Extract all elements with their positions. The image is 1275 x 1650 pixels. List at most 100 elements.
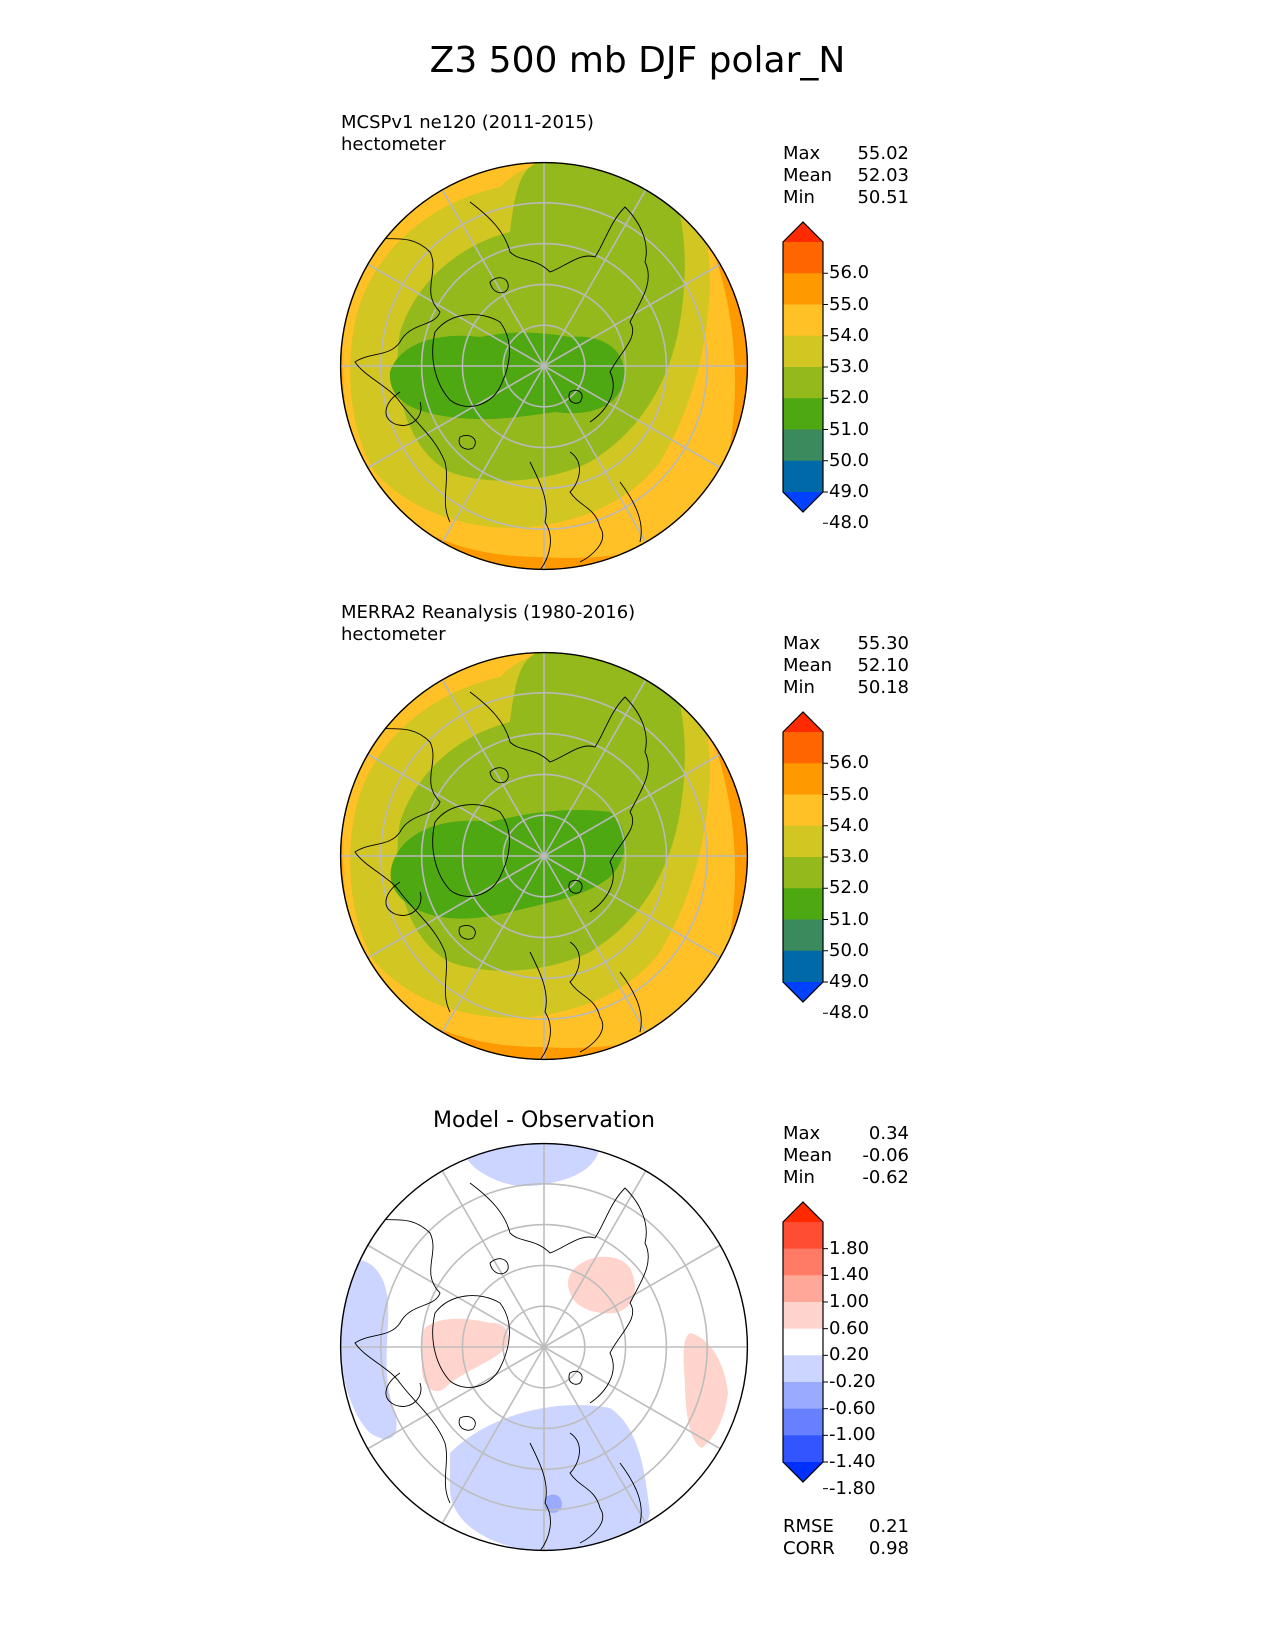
colorbar-segment: [783, 304, 823, 337]
meridian-line: [543, 365, 647, 544]
stat-value: 50.51: [857, 187, 909, 208]
coastline: [354, 236, 451, 523]
colorbar-segment: [783, 242, 823, 274]
coastline: [458, 1416, 476, 1431]
stat-value: 50.18: [857, 677, 909, 698]
stat-label: Max: [783, 143, 821, 164]
colorbar-segment: [783, 888, 823, 920]
stat-value: 55.02: [857, 143, 909, 164]
colorbar-tick-label: 50.0: [829, 449, 870, 471]
meridian-line: [441, 678, 545, 857]
coastline: [489, 767, 509, 784]
coastline: [489, 277, 509, 294]
panel-2-map: [339, 651, 749, 1061]
colorbar-segment: [783, 1408, 823, 1436]
stat-value: -0.06: [862, 1145, 909, 1166]
coastline: [568, 879, 583, 894]
coastline: [568, 389, 583, 404]
colorbar-tick-label: 1.80: [829, 1237, 870, 1259]
panel-3-stat-max: Max 0.34: [783, 1123, 909, 1145]
colorbar-segment: [783, 398, 823, 430]
coastline: [489, 1258, 509, 1275]
panel-1-colorbar: [782, 221, 828, 524]
panel-3-metric-rmse: RMSE 0.21: [783, 1516, 909, 1538]
coastline: [529, 451, 603, 570]
meridian-line: [543, 365, 722, 469]
coastline: [458, 435, 476, 450]
colorbar-segment: [783, 1435, 823, 1463]
stat-label: Min: [783, 1167, 815, 1188]
panel-1-stat-min: Min 50.51: [783, 187, 909, 209]
coastline: [432, 1295, 510, 1388]
coastline: [529, 1432, 603, 1551]
coastline: [529, 941, 603, 1060]
coastline: [354, 726, 451, 1013]
coastlines: [354, 1182, 649, 1551]
coastline: [469, 691, 649, 913]
stat-value: 55.30: [857, 633, 909, 654]
colorbar-extend-min: [783, 492, 823, 512]
colorbar-segment: [783, 1382, 823, 1410]
coastlines: [354, 201, 649, 570]
contour-band: [340, 1259, 397, 1439]
coastline: [469, 1182, 649, 1404]
contour-band: [460, 1143, 600, 1187]
meridian-line: [441, 1169, 545, 1348]
panel-3-title: Model - Observation: [433, 1108, 655, 1133]
colorbar-segment: [783, 335, 823, 368]
stat-value: 0.34: [868, 1123, 909, 1144]
meridian-line: [441, 365, 545, 544]
map-boundary: [339, 161, 749, 571]
coastline: [458, 925, 476, 940]
map-boundary: [339, 1142, 749, 1552]
coastline: [619, 1462, 642, 1524]
colorbar-tick-label: 53.0: [829, 846, 870, 867]
stat-label: Max: [783, 1123, 821, 1144]
colorbar-extend-max: [783, 712, 823, 732]
meridian-line: [543, 1346, 647, 1525]
colorbar-tick-label: -1.00: [829, 1424, 876, 1446]
stat-label: Min: [783, 677, 815, 698]
colorbar-segment: [783, 1328, 823, 1356]
meridian-line: [441, 1346, 545, 1525]
colorbar-tick-label: 52.0: [829, 387, 870, 409]
coastline: [469, 201, 649, 423]
panel-3-colorbar: [782, 1201, 828, 1490]
graticule: [340, 1143, 748, 1551]
contour-band: [389, 332, 625, 420]
colorbar-tick-label: 48.0: [829, 512, 870, 534]
coastline: [385, 881, 422, 916]
contour-field: [340, 652, 748, 1060]
meridian-line: [543, 855, 647, 1034]
panel-2-colorbar: [782, 711, 828, 1014]
stat-value: 0.98: [868, 1538, 909, 1559]
panel-1-stat-max: Max 55.02: [783, 143, 909, 165]
colorbar-extend-max: [783, 1202, 823, 1222]
colorbar-tick-label: 50.0: [829, 939, 870, 961]
panel-1-title: MCSPv1 ne120 (2011-2015) hectometer: [341, 112, 594, 156]
stat-value: 52.03: [857, 165, 909, 186]
colorbar-extend-min: [783, 1462, 823, 1482]
meridian-line: [543, 1346, 722, 1450]
stat-label: Mean: [783, 165, 833, 186]
colorbar-tick-label: -0.60: [829, 1397, 876, 1419]
panel-2-stats: Max 55.30 Mean 52.10 Min 50.18: [783, 633, 909, 699]
colorbar-tick-label: 1.40: [829, 1264, 870, 1286]
panel-3-stat-min: Min -0.62: [783, 1167, 909, 1189]
colorbar-segment: [783, 732, 823, 764]
panel-1-stats: Max 55.02 Mean 52.03 Min 50.51: [783, 143, 909, 209]
meridian-line: [543, 678, 647, 857]
colorbar-segment: [783, 460, 823, 493]
colorbar-segment: [783, 919, 823, 952]
contour-band: [567, 1256, 635, 1314]
contour-band: [390, 810, 625, 919]
meridian-line: [543, 188, 647, 367]
colorbar-segment: [783, 1302, 823, 1330]
stat-value: -0.62: [862, 1167, 909, 1188]
coastline: [432, 314, 510, 407]
meridian-line: [543, 263, 722, 367]
colorbar-tick-label: 54.0: [829, 324, 870, 346]
colorbar-tick-label: 48.0: [829, 1002, 870, 1024]
panel-1-units-label: hectometer: [341, 134, 446, 155]
panel-1-map: [339, 161, 749, 571]
